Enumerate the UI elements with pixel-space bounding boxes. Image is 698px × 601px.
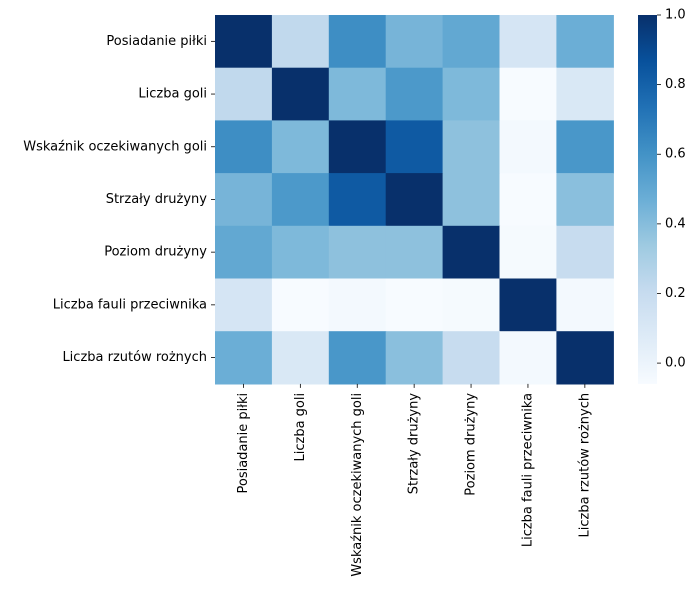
- y-tick-label: Wskaźnik oczekiwanych goli: [23, 139, 207, 154]
- colorbar-tick-label: 1.0: [665, 8, 686, 23]
- heatmap-cell: [271, 225, 330, 280]
- heatmap-cell: [556, 173, 614, 227]
- heatmap-cell: [556, 278, 614, 332]
- heatmap-cell: [215, 331, 273, 385]
- y-axis: Posiadanie piłki Liczba goli Wskaźnik ocze…: [23, 34, 215, 365]
- heatmap-cell: [499, 67, 557, 121]
- heatmap-cell: [215, 225, 273, 280]
- heatmap-cell: [385, 225, 444, 280]
- heatmap-cell: [499, 173, 557, 227]
- heatmap-cell: [215, 67, 273, 121]
- heatmap-cell: [442, 278, 501, 332]
- colorbar-gradient: [638, 15, 657, 384]
- heatmap-cell: [442, 15, 501, 69]
- heatmap-cell: [271, 67, 330, 121]
- heatmap-cell: [385, 173, 444, 227]
- heatmap-cell: [499, 331, 557, 385]
- heatmap-cell: [499, 278, 557, 332]
- colorbar: 0.0 0.2 0.4 0.6 0.8 1.0: [638, 8, 686, 384]
- heatmap-cell: [385, 331, 444, 385]
- heatmap-cell: [385, 278, 444, 332]
- x-tick-label: Posiadanie piłki: [236, 393, 251, 494]
- heatmap-cell: [385, 15, 444, 69]
- x-tick-label: Liczba fauli przeciwnika: [520, 393, 535, 547]
- heatmap-cell: [215, 15, 273, 69]
- y-tick-label: Strzały drużyny: [106, 192, 208, 207]
- colorbar-tick-label: 0.0: [665, 356, 686, 371]
- heatmap-cell: [328, 15, 387, 69]
- heatmap-cell: [442, 120, 501, 174]
- heatmap-cell: [215, 120, 273, 174]
- heatmap-cell: [328, 120, 387, 174]
- heatmap-cell: [328, 278, 387, 332]
- heatmap-cell: [442, 173, 501, 227]
- heatmap-cell: [556, 225, 614, 280]
- x-tick-label: Poziom drużyny: [464, 393, 479, 496]
- heatmap-cell: [328, 225, 387, 280]
- heatmap-cell: [385, 120, 444, 174]
- heatmap-cell: [556, 331, 614, 385]
- heatmap-cell: [271, 120, 330, 174]
- heatmap-cell: [328, 67, 387, 121]
- x-tick-label: Wskaźnik oczekiwanych goli: [350, 393, 365, 577]
- y-tick-label: Liczba goli: [138, 87, 207, 102]
- colorbar-tick-label: 0.6: [665, 147, 686, 162]
- heatmap-cell: [556, 120, 614, 174]
- heatmap-cell: [271, 278, 330, 332]
- heatmap-cell: [215, 278, 273, 332]
- colorbar-tick-label: 0.8: [665, 77, 686, 92]
- heatmap-cell: [442, 225, 501, 280]
- y-tick-label: Liczba fauli przeciwnika: [53, 297, 207, 312]
- heatmap-cell: [328, 331, 387, 385]
- heatmap-cell: [385, 67, 444, 121]
- heatmap-cell: [271, 15, 330, 69]
- colorbar-tick-label: 0.2: [665, 286, 686, 301]
- heatmap-cell: [442, 67, 501, 121]
- heatmap-cell: [499, 225, 557, 280]
- colorbar-tick-label: 0.4: [665, 216, 686, 231]
- heatmap-cell: [442, 331, 501, 385]
- x-tick-label: Liczba goli: [293, 393, 308, 462]
- heatmap-cell: [328, 173, 387, 227]
- heatmap-cell: [499, 15, 557, 69]
- heatmap-cell: [215, 173, 273, 227]
- y-tick-label: Poziom drużyny: [104, 245, 207, 260]
- x-tick-label: Liczba rzutów rożnych: [577, 393, 592, 538]
- heatmap-cell: [271, 331, 330, 385]
- x-tick-label: Strzały drużyny: [407, 393, 422, 495]
- x-axis: Posiadanie piłki Liczba goli Wskaźnik ocze…: [236, 383, 592, 577]
- y-tick-label: Posiadanie piłki: [106, 34, 207, 49]
- heatmap-cell: [271, 173, 330, 227]
- y-tick-label: Liczba rzutów rożnych: [62, 350, 207, 365]
- heatmap-cells: [215, 15, 614, 385]
- heatmap-cell: [499, 120, 557, 174]
- heatmap-cell: [556, 67, 614, 121]
- heatmap-cell: [556, 15, 614, 69]
